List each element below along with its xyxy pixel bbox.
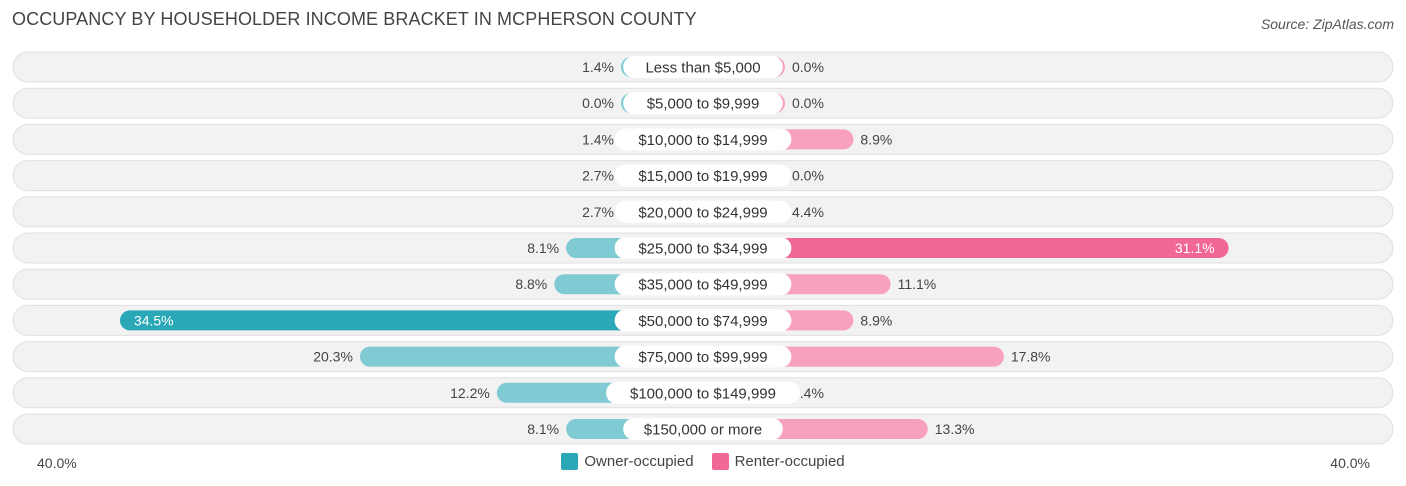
category-label: $35,000 to $49,999	[638, 277, 767, 294]
category-label: $75,000 to $99,999	[638, 349, 767, 366]
category-label: $10,000 to $14,999	[638, 132, 767, 149]
renter-value-label: 8.9%	[860, 312, 892, 328]
owner-value-label: 2.7%	[582, 168, 614, 184]
category-label-pill	[623, 92, 783, 115]
renter-value-label: 8.9%	[860, 131, 892, 147]
category-label-pill	[614, 164, 792, 187]
legend-item-renter: Renter-occupied	[711, 453, 845, 470]
owner-value-label: 8.1%	[527, 240, 559, 256]
legend-swatch-owner	[561, 453, 579, 470]
chart-title: OCCUPANCY BY HOUSEHOLDER INCOME BRACKET …	[12, 9, 697, 29]
category-label-pill	[623, 56, 783, 78]
renter-value-label: 0.0%	[792, 95, 824, 111]
renter-bar	[703, 238, 1229, 258]
renter-value-label: 11.1%	[898, 276, 937, 292]
owner-value-label: 2.7%	[582, 204, 614, 220]
owner-value-label: 8.1%	[527, 421, 559, 437]
category-label: $5,000 to $9,999	[647, 96, 760, 113]
owner-value-label: 34.5%	[134, 312, 174, 328]
owner-value-label: 8.8%	[515, 276, 547, 292]
axis-right-label: 40.0%	[1330, 455, 1370, 471]
legend-item-owner: Owner-occupied	[561, 453, 694, 470]
owner-value-label: 1.4%	[582, 59, 614, 75]
legend-label-renter: Renter-occupied	[734, 453, 845, 470]
legend-label-owner: Owner-occupied	[584, 453, 694, 470]
chart-legend: Owner-occupied Renter-occupied	[0, 453, 1406, 470]
category-label-pill	[614, 309, 792, 332]
renter-value-label: 17.8%	[1011, 349, 1051, 365]
axis-left-label: 40.0%	[37, 455, 77, 471]
owner-value-label: 0.0%	[582, 95, 614, 111]
renter-value-label: 31.1%	[1175, 240, 1215, 256]
renter-value-label: 4.4%	[792, 385, 824, 401]
legend-swatch-renter	[711, 453, 729, 470]
owner-value-label: 12.2%	[450, 385, 490, 401]
category-label: $25,000 to $34,999	[638, 241, 767, 258]
renter-value-label: 0.0%	[792, 59, 824, 75]
category-label: $100,000 to $149,999	[630, 385, 776, 402]
category-label-pill	[614, 345, 792, 368]
category-label-pill	[614, 273, 792, 296]
category-label-pill	[623, 418, 783, 440]
category-label: $50,000 to $74,999	[638, 313, 767, 330]
owner-value-label: 1.4%	[582, 131, 614, 147]
renter-value-label: 4.4%	[792, 204, 824, 220]
owner-bar	[119, 310, 703, 331]
category-label: $15,000 to $19,999	[638, 168, 767, 185]
category-label: $150,000 or more	[644, 422, 762, 439]
category-label: $20,000 to $24,999	[638, 204, 767, 221]
category-label-pill	[614, 237, 792, 259]
category-label: Less than $5,000	[645, 60, 760, 77]
category-label-pill	[614, 200, 792, 223]
chart-source: Source: ZipAtlas.com	[1260, 16, 1394, 32]
owner-value-label: 20.3%	[313, 349, 353, 365]
renter-value-label: 0.0%	[792, 168, 824, 184]
renter-value-label: 13.3%	[935, 421, 975, 437]
category-label-pill	[606, 381, 800, 404]
category-label-pill	[614, 128, 792, 151]
